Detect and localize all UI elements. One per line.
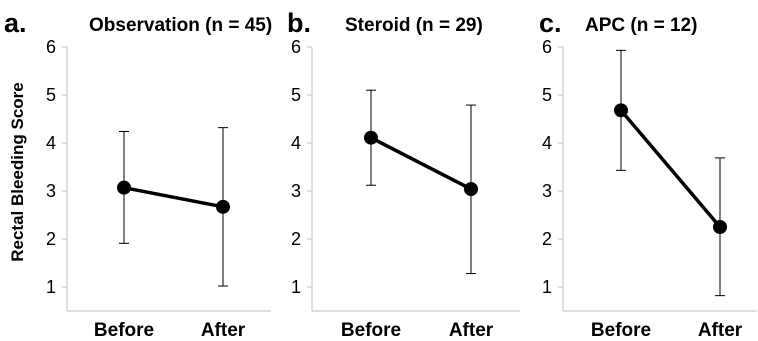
y-tick-label: 6 [46,37,56,57]
y-tick-label: 2 [46,229,56,249]
data-point [364,130,378,145]
y-tick-label: 3 [46,181,56,201]
y-tick-label: 6 [542,37,552,57]
y-tick-label: 5 [46,85,56,105]
y-tick-label: 5 [291,85,301,105]
x-category-label: After [201,320,246,341]
series-line [619,109,722,229]
x-category-label: After [698,320,743,341]
panel-title: Observation (n = 45) [89,15,272,36]
y-tick-label: 4 [46,133,56,153]
panel-letter: b. [287,8,311,38]
y-tick-label: 2 [291,229,301,249]
x-category-label: Before [591,320,651,341]
x-category-label: Before [94,320,154,341]
data-point [216,199,230,214]
data-point [713,220,727,234]
data-point [117,180,131,195]
chart-panel: a. Observation (n = 45) 1 2 3 4 5 6 Before After [4,8,272,341]
y-tick-label: 3 [542,181,552,201]
panel-letter: a. [4,8,27,38]
y-tick-label: 5 [542,85,552,105]
panel-title: APC (n = 12) [585,15,697,36]
y-tick-label: 1 [46,277,56,297]
y-tick-label: 1 [542,277,552,297]
y-tick-label: 6 [291,37,301,57]
panel-title: Steroid (n = 29) [345,15,483,36]
y-tick-label: 1 [291,277,301,297]
series-line [123,185,224,209]
panel-letter: c. [539,8,562,38]
y-tick-label: 3 [291,181,301,201]
chart-panel: b. Steroid (n = 29) 1 2 3 4 5 6 Before After [287,8,520,341]
data-point [614,103,628,118]
data-point [464,182,478,197]
x-category-label: Before [341,320,401,341]
y-tick-label: 4 [542,133,552,153]
series-line [370,136,472,191]
y-tick-label: 4 [291,133,301,153]
y-tick-label: 2 [542,229,552,249]
x-category-label: After [449,320,494,341]
chart-panel: c. APC (n = 12) 1 2 3 4 5 6 Before After [539,8,757,341]
y-axis-title: Rectal Bleeding Score [8,82,27,262]
